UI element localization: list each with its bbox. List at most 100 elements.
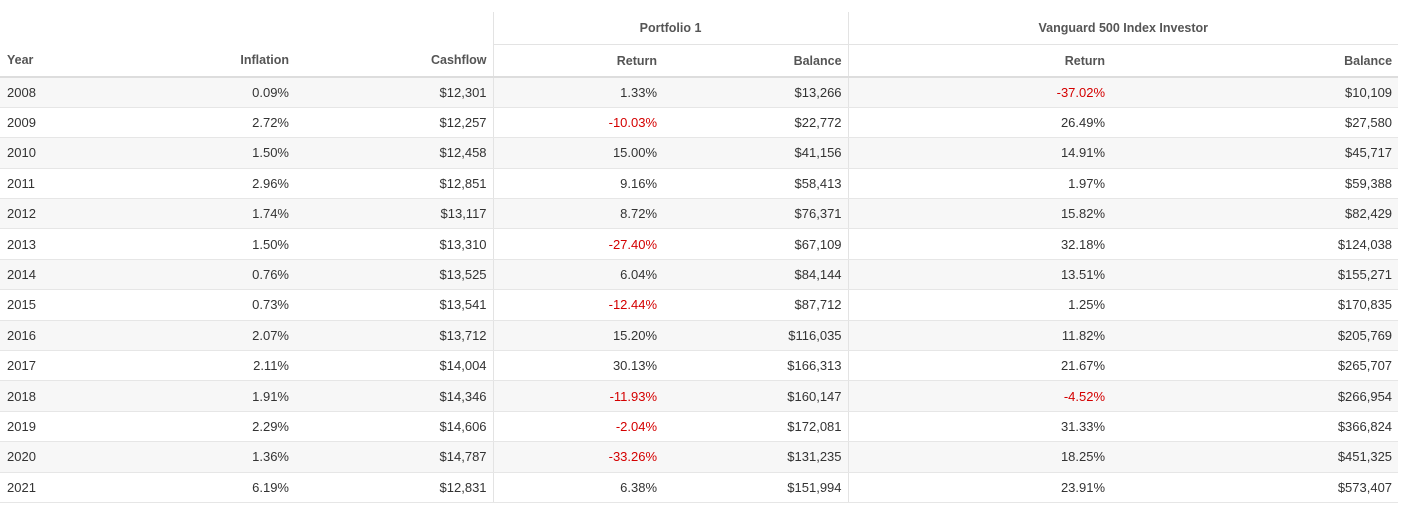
table-cell: -27.40%	[492, 228, 664, 260]
table-row: 2008 0.09% $12,301 1.33% $13,266 -37.02% $10,1…	[0, 77, 1399, 108]
table-cell: -4.52%	[847, 380, 1112, 412]
table-cell: $41,156	[663, 137, 849, 169]
table-cell: $84,144	[663, 259, 849, 291]
table-cell: -33.26%	[492, 441, 664, 473]
table-cell: $27,580	[1111, 107, 1399, 139]
table-cell: $14,606	[295, 411, 494, 443]
table-cell: -12.44%	[492, 289, 664, 321]
table-row: 2017 2.11% $14,004 30.13% $166,313 21.67% $265…	[0, 350, 1399, 382]
table-cell: $13,310	[295, 228, 494, 260]
table-cell: $205,769	[1111, 320, 1399, 352]
column-header: Return	[492, 44, 664, 78]
table-cell: $13,541	[295, 289, 494, 321]
table-cell: 8.72%	[492, 198, 664, 230]
table-cell: $124,038	[1111, 228, 1399, 260]
table-cell: 1.50%	[150, 137, 295, 169]
table-cell: 1.33%	[492, 77, 664, 108]
table-cell: 2.96%	[150, 168, 295, 200]
table-cell: 18.25%	[847, 441, 1112, 473]
table-cell: $151,994	[663, 472, 849, 503]
table-cell: $13,117	[295, 198, 494, 230]
table-cell: 26.49%	[847, 107, 1112, 139]
table-head: Portfolio 1 Vanguard 500 Index Investor …	[0, 12, 1399, 78]
table-cell: $265,707	[1111, 350, 1399, 382]
table-cell: 1.25%	[847, 289, 1112, 321]
table-cell: $12,851	[295, 168, 494, 200]
table-cell: 1.97%	[847, 168, 1112, 200]
table-cell: 2009	[0, 107, 150, 139]
column-header: Return	[847, 44, 1112, 78]
table-cell: $14,787	[295, 441, 494, 473]
table-cell: $13,712	[295, 320, 494, 352]
column-header: Year	[0, 44, 150, 78]
table-cell: 2.72%	[150, 107, 295, 139]
table-cell: -37.02%	[847, 77, 1112, 108]
spacer	[0, 12, 493, 45]
table-cell: 2.11%	[150, 350, 295, 382]
table-cell: $13,525	[295, 259, 494, 291]
table-cell: 9.16%	[492, 168, 664, 200]
table-cell: $131,235	[663, 441, 849, 473]
table-cell: 1.74%	[150, 198, 295, 230]
table-cell: 23.91%	[847, 472, 1112, 503]
table-cell: 30.13%	[492, 350, 664, 382]
returns-table: Portfolio 1 Vanguard 500 Index Investor …	[0, 12, 1399, 503]
table-cell: 1.36%	[150, 441, 295, 473]
table-cell: 0.76%	[150, 259, 295, 291]
table-cell: 2020	[0, 441, 150, 473]
table-cell: 13.51%	[847, 259, 1112, 291]
table-cell: $160,147	[663, 380, 849, 412]
table-row: 2018 1.91% $14,346 -11.93% $160,147 -4.52% $26…	[0, 380, 1399, 412]
table-cell: 15.00%	[492, 137, 664, 169]
table-row: 2021 6.19% $12,831 6.38% $151,994 23.91% $573,…	[0, 472, 1399, 503]
column-header: Balance	[1111, 44, 1399, 78]
table-cell: $573,407	[1111, 472, 1399, 503]
table-cell: $13,266	[663, 77, 849, 108]
table-row: 2009 2.72% $12,257 -10.03% $22,772 26.49% $27,…	[0, 107, 1399, 139]
table-cell: 0.09%	[150, 77, 295, 108]
table-cell: $451,325	[1111, 441, 1399, 473]
table-cell: 6.19%	[150, 472, 295, 503]
table-cell: 2018	[0, 380, 150, 412]
table-row: 2013 1.50% $13,310 -27.40% $67,109 32.18% $124…	[0, 228, 1399, 260]
table-cell: 15.20%	[492, 320, 664, 352]
column-header-row: Year Inflation Cashflow Return Balance Return…	[0, 44, 1399, 78]
table-cell: $12,257	[295, 107, 494, 139]
table-cell: 32.18%	[847, 228, 1112, 260]
table-cell: 11.82%	[847, 320, 1112, 352]
table-cell: 2019	[0, 411, 150, 443]
table-cell: $12,301	[295, 77, 494, 108]
table-row: 2014 0.76% $13,525 6.04% $84,144 13.51% $155,2…	[0, 259, 1399, 291]
table-cell: $116,035	[663, 320, 849, 352]
table-body: 2008 0.09% $12,301 1.33% $13,266 -37.02% $10,1…	[0, 77, 1399, 503]
table-row: 2019 2.29% $14,606 -2.04% $172,081 31.33% $366…	[0, 411, 1399, 443]
table-cell: 2.29%	[150, 411, 295, 443]
table-cell: 31.33%	[847, 411, 1112, 443]
table-cell: -11.93%	[492, 380, 664, 412]
table-cell: 1.91%	[150, 380, 295, 412]
table-cell: $155,271	[1111, 259, 1399, 291]
table-cell: $14,004	[295, 350, 494, 382]
table-cell: $172,081	[663, 411, 849, 443]
table-cell: 0.73%	[150, 289, 295, 321]
table-cell: $170,835	[1111, 289, 1399, 321]
table-row: 2015 0.73% $13,541 -12.44% $87,712 1.25% $170,…	[0, 289, 1399, 321]
group-header: Portfolio 1	[492, 12, 849, 45]
table-cell: -10.03%	[492, 107, 664, 139]
table-cell: 2008	[0, 77, 150, 108]
table-cell: 2021	[0, 472, 150, 503]
table-cell: $366,824	[1111, 411, 1399, 443]
table-row: 2020 1.36% $14,787 -33.26% $131,235 18.25% $45…	[0, 441, 1399, 473]
table-cell: 15.82%	[847, 198, 1112, 230]
table-cell: $82,429	[1111, 198, 1399, 230]
table-cell: 2016	[0, 320, 150, 352]
table-cell: $58,413	[663, 168, 849, 200]
table-cell: $12,831	[295, 472, 494, 503]
table-cell: $14,346	[295, 380, 494, 412]
group-header: Vanguard 500 Index Investor	[847, 12, 1399, 45]
table-cell: 2014	[0, 259, 150, 291]
table-cell: $76,371	[663, 198, 849, 230]
table-row: 2010 1.50% $12,458 15.00% $41,156 14.91% $45,7…	[0, 137, 1399, 169]
column-header: Cashflow	[295, 44, 494, 78]
